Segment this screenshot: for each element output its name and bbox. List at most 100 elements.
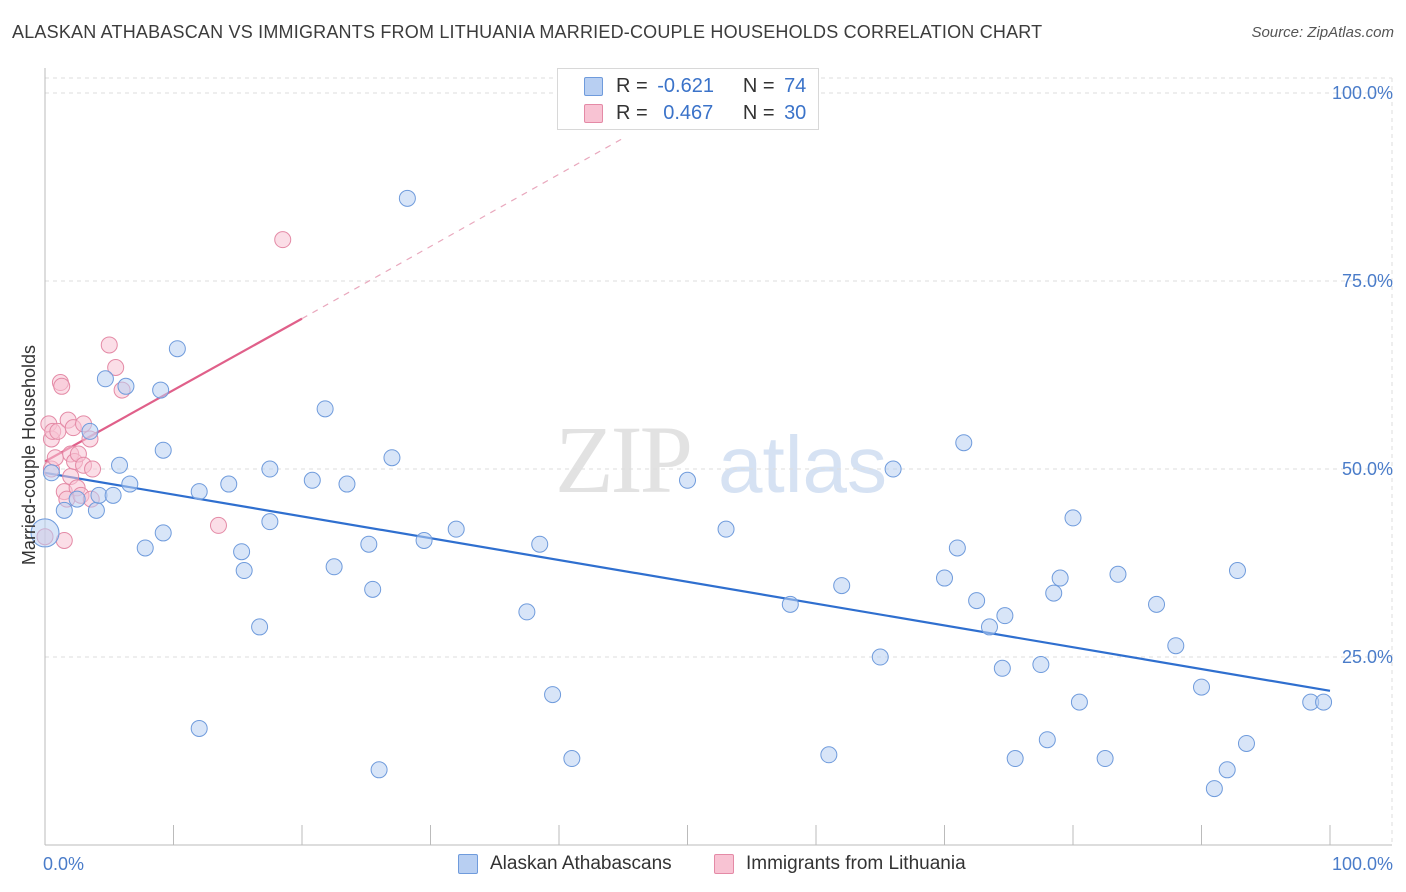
point-athabascan [1051,569,1069,587]
point-athabascan [1109,565,1127,583]
point-athabascan [1228,562,1246,580]
point-athabascan [190,483,208,501]
point-athabascan [121,475,139,493]
tick-labels: 25.0% 50.0% 75.0% 100.0% 0.0% 100.0% [43,83,1393,874]
point-athabascan [980,618,998,636]
legend-n-value-2: 30 [784,102,807,124]
point-athabascan [364,580,382,598]
point-athabascan [325,558,343,576]
bottom-legend-swatch-pink [714,854,734,874]
correlation-legend: R = -0.621 N = 74 R = 0.467 N = 30 [557,68,819,130]
point-athabascan [96,370,114,388]
point-athabascan [1237,734,1255,752]
point-athabascan [316,400,334,418]
legend-n-label-2: N = [742,102,775,124]
point-athabascan [360,535,378,553]
point-athabascan [1205,780,1223,798]
legend-r-label-2: R = [616,102,648,124]
point-athabascan [1167,637,1185,655]
point-athabascan [55,501,73,519]
point-athabascan [30,518,60,548]
legend-r-value-1: -0.621 [657,75,714,97]
point-athabascan [1218,761,1236,779]
bottom-legend-swatch-blue [458,854,478,874]
point-athabascan [884,460,902,478]
point-athabascan [833,577,851,595]
point-lithuania [107,359,125,377]
bottom-legend-label-athabascan: Alaskan Athabascans [490,853,672,874]
point-athabascan [383,449,401,467]
point-athabascan [261,513,279,531]
x-tick-label: 0.0% [43,854,84,874]
point-athabascan [415,531,433,549]
point-athabascan [563,750,581,768]
watermark: ZIP atlas [555,406,887,513]
point-athabascan [1148,595,1166,613]
y-tick-label: 50.0% [1342,459,1393,479]
y-tick-label: 75.0% [1342,271,1393,291]
point-athabascan [1006,750,1024,768]
legend-r-value-2: 0.467 [663,102,714,124]
point-athabascan [338,475,356,493]
point-athabascan [111,456,129,474]
point-athabascan [398,189,416,207]
point-athabascan [117,377,135,395]
point-athabascan [993,659,1011,677]
legend-swatch-blue [584,77,603,96]
point-athabascan [303,471,321,489]
point-athabascan [81,422,99,440]
chart-title: ALASKAN ATHABASCAN VS IMMIGRANTS FROM LI… [12,22,1043,42]
point-athabascan [1032,656,1050,674]
point-athabascan [1070,693,1088,711]
point-athabascan [717,520,735,538]
point-athabascan [936,569,953,587]
legend-r-label-1: R = [616,75,648,97]
point-athabascan [90,486,108,504]
point-athabascan [1045,584,1063,602]
bottom-legend-label-lithuania: Immigrants from Lithuania [746,853,966,874]
point-lithuania [274,231,292,249]
watermark-atlas: atlas [718,420,887,509]
point-athabascan [518,603,536,621]
y-axis-label: Married-couple Households [19,345,39,565]
y-tick-label: 25.0% [1342,647,1393,667]
point-athabascan [261,460,279,478]
point-athabascan [104,486,122,504]
point-athabascan [781,595,799,613]
point-athabascan [370,761,388,779]
point-athabascan [1064,509,1082,527]
point-athabascan [154,441,172,459]
y-tick-label: 100.0% [1332,83,1393,103]
point-athabascan [1096,750,1114,768]
point-athabascan [955,434,973,452]
point-lithuania [46,449,64,467]
point-athabascan [1193,678,1210,696]
trend-line-lithuania-extension [301,137,624,320]
point-athabascan [152,381,170,399]
point-athabascan [996,607,1014,625]
point-athabascan [68,490,86,508]
trend-line-athabascan [44,471,1331,692]
x-tick-label: 100.0% [1332,854,1393,874]
point-athabascan [447,520,465,538]
point-athabascan [190,719,208,737]
point-athabascan [251,618,269,636]
watermark-zip: ZIP [555,406,690,513]
point-athabascan [154,524,172,542]
data-points [30,189,1333,798]
point-athabascan [820,746,838,764]
point-athabascan [168,340,186,358]
point-athabascan [136,539,154,557]
point-lithuania [209,516,227,534]
point-lithuania [100,336,118,354]
point-athabascan [87,501,105,519]
point-lithuania [53,377,71,395]
point-athabascan [544,686,562,704]
point-athabascan [968,592,986,610]
point-athabascan [679,471,696,489]
legend-n-label-1: N = [742,75,775,97]
point-athabascan [871,648,889,666]
point-athabascan [220,475,238,493]
point-lithuania [84,460,102,478]
